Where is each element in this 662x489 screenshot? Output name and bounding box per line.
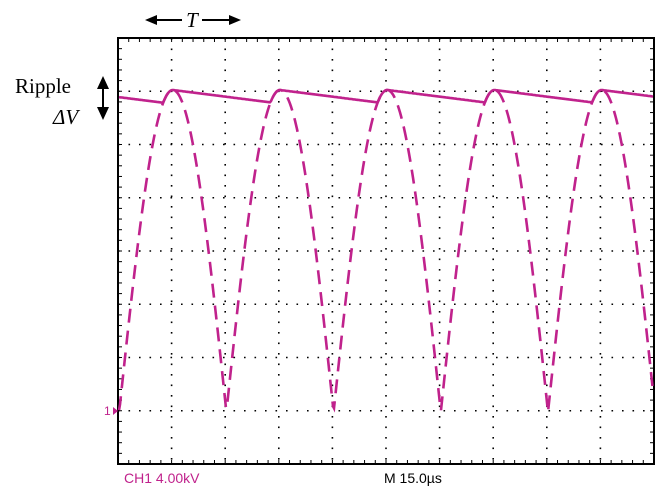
timebase-readout: M 15.0µs [384, 470, 442, 486]
waveforms [117, 88, 655, 413]
ripple-output-solid-trace [118, 88, 654, 104]
period-label: T [186, 8, 199, 32]
graticule [118, 38, 654, 464]
period-arrow-icon [145, 15, 241, 25]
ripple-arrow-icon [97, 76, 109, 120]
channel-1-marker: 1 [104, 404, 111, 418]
ripple-label: Ripple [15, 74, 71, 98]
delta-v-label: ΔV [52, 105, 80, 129]
channel-1-scale-readout: CH1 4.00kV [124, 470, 200, 486]
channel-1-marker-arrow-icon [113, 407, 118, 415]
graticule-edge-ticks [117, 37, 654, 465]
